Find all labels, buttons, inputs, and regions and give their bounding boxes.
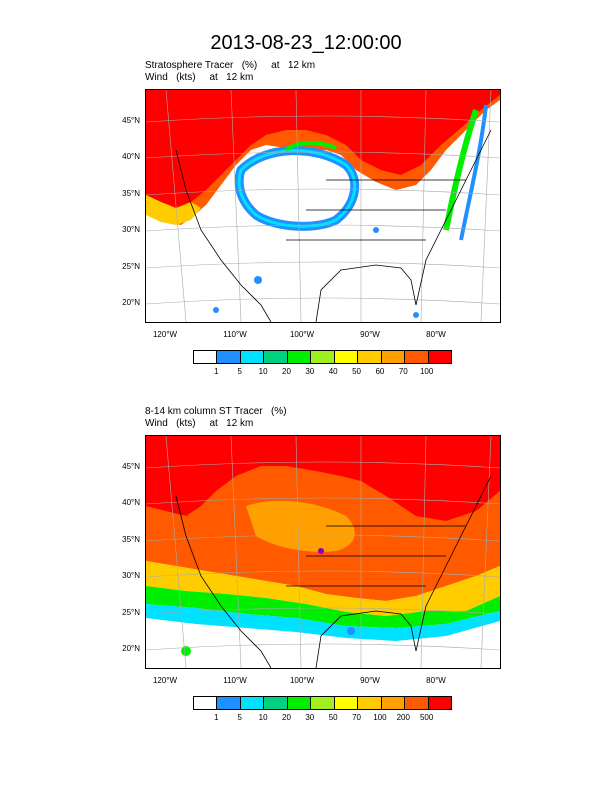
colorbar-swatch bbox=[311, 351, 335, 363]
panel1-lon-tick: 80°W bbox=[426, 330, 446, 339]
panel1-subtitle-2: Wind (kts) at 12 km bbox=[145, 72, 254, 83]
figure-title: 2013-08-23_12:00:00 bbox=[210, 32, 402, 54]
colorbar-swatch bbox=[311, 697, 335, 709]
colorbar-label: 70 bbox=[398, 367, 408, 376]
colorbar-label: 70 bbox=[352, 713, 361, 722]
colorbar-swatch bbox=[405, 697, 429, 709]
panel1-lat-tick: 40°N bbox=[122, 152, 140, 161]
panel1-lon-tick: 110°W bbox=[223, 330, 247, 339]
colorbar-swatch bbox=[217, 697, 241, 709]
panel2-lat-tick: 20°N bbox=[122, 644, 140, 653]
colorbar-label: 5 bbox=[237, 713, 242, 722]
panel1-lat-tick: 35°N bbox=[122, 189, 140, 198]
panel2-lat-tick: 25°N bbox=[122, 608, 140, 617]
panel1-lat-tick: 20°N bbox=[122, 298, 140, 307]
panel2-subtitle-2: Wind (kts) at 12 km bbox=[145, 418, 254, 429]
colorbar-swatch bbox=[287, 351, 312, 363]
colorbar-label: 30 bbox=[305, 367, 315, 376]
colorbar-swatch bbox=[240, 697, 265, 709]
colorbar-label: 10 bbox=[258, 367, 268, 376]
panel1-lat-tick: 30°N bbox=[122, 225, 140, 234]
colorbar-swatch bbox=[194, 351, 218, 363]
panel2-lon-tick: 80°W bbox=[426, 676, 446, 685]
panel1-lat-tick: 45°N bbox=[122, 116, 140, 125]
colorbar-label: 20 bbox=[282, 713, 291, 722]
panel1-lon-tick: 90°W bbox=[360, 330, 380, 339]
panel2-lat-tick: 30°N bbox=[122, 571, 140, 580]
panel2-lon-tick: 100°W bbox=[289, 676, 315, 685]
panel1-lat-tick: 25°N bbox=[122, 262, 140, 271]
panel1-lon-tick: 120°W bbox=[152, 330, 178, 339]
panel2-lat-tick: 35°N bbox=[122, 535, 140, 544]
colorbar-swatch bbox=[405, 351, 429, 363]
panel2-colorbar bbox=[193, 696, 452, 710]
panel2-map bbox=[145, 435, 501, 669]
colorbar-swatch bbox=[264, 351, 288, 363]
colorbar-label: 20 bbox=[282, 367, 291, 376]
panel1-lon-tick: 100°W bbox=[289, 330, 315, 339]
colorbar-swatch bbox=[334, 697, 359, 709]
colorbar-label: 1 bbox=[214, 367, 219, 376]
colorbar-label: 30 bbox=[305, 713, 315, 722]
colorbar-label: 5 bbox=[237, 367, 242, 376]
panel2-lon-tick: 110°W bbox=[223, 676, 247, 685]
colorbar-swatch bbox=[381, 351, 406, 363]
colorbar-label: 200 bbox=[396, 713, 410, 722]
colorbar-swatch bbox=[334, 351, 359, 363]
colorbar-swatch bbox=[428, 697, 451, 709]
panel2-lon-tick: 120°W bbox=[152, 676, 178, 685]
panel2-lat-tick: 45°N bbox=[122, 462, 140, 471]
colorbar-swatch bbox=[428, 351, 451, 363]
panel1-map bbox=[145, 89, 501, 323]
colorbar-label: 1 bbox=[214, 713, 219, 722]
colorbar-label: 100 bbox=[373, 713, 387, 722]
colorbar-label: 50 bbox=[352, 367, 361, 376]
colorbar-swatch bbox=[358, 351, 382, 363]
colorbar-label: 500 bbox=[419, 713, 434, 722]
colorbar-swatch bbox=[217, 351, 241, 363]
panel2-subtitle-1: 8-14 km column ST Tracer (%) bbox=[145, 406, 287, 417]
colorbar-label: 10 bbox=[258, 713, 268, 722]
colorbar-swatch bbox=[240, 351, 265, 363]
panel2-lat-tick: 40°N bbox=[122, 498, 140, 507]
panel1-subtitle-1: Stratosphere Tracer (%) at 12 km bbox=[145, 60, 316, 71]
colorbar-label: 50 bbox=[328, 713, 338, 722]
colorbar-swatch bbox=[381, 697, 406, 709]
panel2-lon-tick: 90°W bbox=[360, 676, 380, 685]
panel1-colorbar bbox=[193, 350, 452, 364]
colorbar-swatch bbox=[287, 697, 312, 709]
colorbar-swatch bbox=[264, 697, 288, 709]
colorbar-label: 100 bbox=[419, 367, 434, 376]
colorbar-swatch bbox=[358, 697, 382, 709]
colorbar-swatch bbox=[194, 697, 218, 709]
colorbar-label: 40 bbox=[328, 367, 338, 376]
colorbar-label: 60 bbox=[375, 367, 385, 376]
